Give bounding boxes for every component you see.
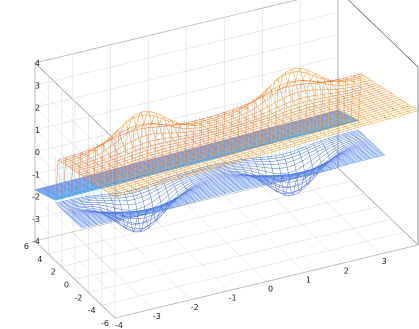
surface-lower-sheet [40,112,344,193]
z-tick-label: 1 [35,126,40,135]
surface-lower-sheet [37,111,341,192]
surface-upper-sheet [105,103,409,191]
surface-dip-sheet [69,143,373,217]
surface-lower-sheet [52,119,356,200]
surface-lower-sheet [42,113,346,195]
surface-upper-sheet [90,94,394,182]
surface-upper-sheet [70,81,374,169]
surface-upper-sheet [107,105,411,193]
surface-dip-sheet [55,129,359,204]
grid-line [74,101,379,280]
z-tick-label: -1 [32,170,40,179]
surface-upper-sheet [75,84,379,172]
surface-upper-sheet [67,79,372,167]
surface-dip-sheet [77,150,381,225]
surface-dip-sheet [57,131,361,206]
x-tick-label: 0 [268,285,273,294]
axes-box [34,0,419,319]
x-tick-label: -3 [153,312,161,321]
axis-edge [347,0,419,68]
surface-upper-sheet [112,108,416,196]
grid-line [61,88,365,267]
y-tick-label: -2 [74,293,82,302]
surface-dip-sheet [76,149,380,224]
surface-upper-sheet [100,100,404,188]
z-tick-label: -2 [32,193,40,202]
surface-dip-sheet [81,154,385,229]
surface-upper-sheet [109,107,414,194]
surface-upper-sheet [72,83,377,170]
surface-dip-sheet [56,130,360,205]
surface-upper-sheet [85,91,389,178]
surface-upper-sheet [102,102,406,190]
surface-dip-sheet [70,144,374,218]
z-tick-label: -4 [32,237,40,246]
surface-upper-sheet [60,75,364,162]
surface-upper-sheet [77,86,381,174]
y-tick-label: 0 [64,281,69,290]
x-tick-label: 2 [344,266,349,275]
surface-upper-sheet [95,97,399,185]
surface-upper-sheet [114,110,419,198]
x-tick-label: -1 [229,294,237,303]
z-tick-label: 0 [35,148,40,157]
surface-upper-sheet [65,67,369,165]
surface-mesh [34,67,419,233]
z-tick-label: 2 [35,104,40,113]
y-tick-label: -4 [88,306,96,315]
y-tick-label: 6 [24,242,29,251]
surface-upper-sheet [87,92,391,180]
surface-dip-sheet [67,141,371,224]
grid-line [88,114,392,293]
grid-line [114,140,419,319]
surface-upper-sheet [92,95,396,183]
z-tick-label: 4 [35,59,40,68]
surface-lower-sheet [34,109,339,191]
surface-upper-sheet [82,89,386,177]
surface-dip-sheet [64,138,368,231]
grid-line [34,63,339,242]
y-tick-label: 2 [51,268,56,277]
grid-line [48,75,352,255]
y-tick-label: 4 [37,255,42,264]
surface-dip-sheet [79,152,383,227]
surface-dip-sheet [59,134,364,208]
surface-dip-sheet [62,136,366,218]
surface-dip-sheet [63,137,367,225]
surface-upper-sheet [63,71,367,164]
surface-lower-sheet [50,117,354,198]
z-tick-label: -3 [32,215,40,224]
surface-upper-sheet [80,87,384,175]
y-tick-label: -6 [101,319,109,328]
x-tick-label: 1 [306,275,311,284]
x-tick-label: -4 [115,321,123,329]
surface-lower-sheet [55,120,359,201]
x-tick-label: 3 [382,257,387,266]
surface-dip-sheet [61,135,365,211]
surface-dip-sheet [80,153,384,228]
z-tick-label: 3 [35,81,40,90]
surface-upper-sheet [97,99,401,186]
surface-upper-sheet [58,73,362,161]
x-tick-label: -2 [191,303,199,312]
surface-dip-sheet [65,139,369,233]
surface-upper-sheet [55,119,359,199]
